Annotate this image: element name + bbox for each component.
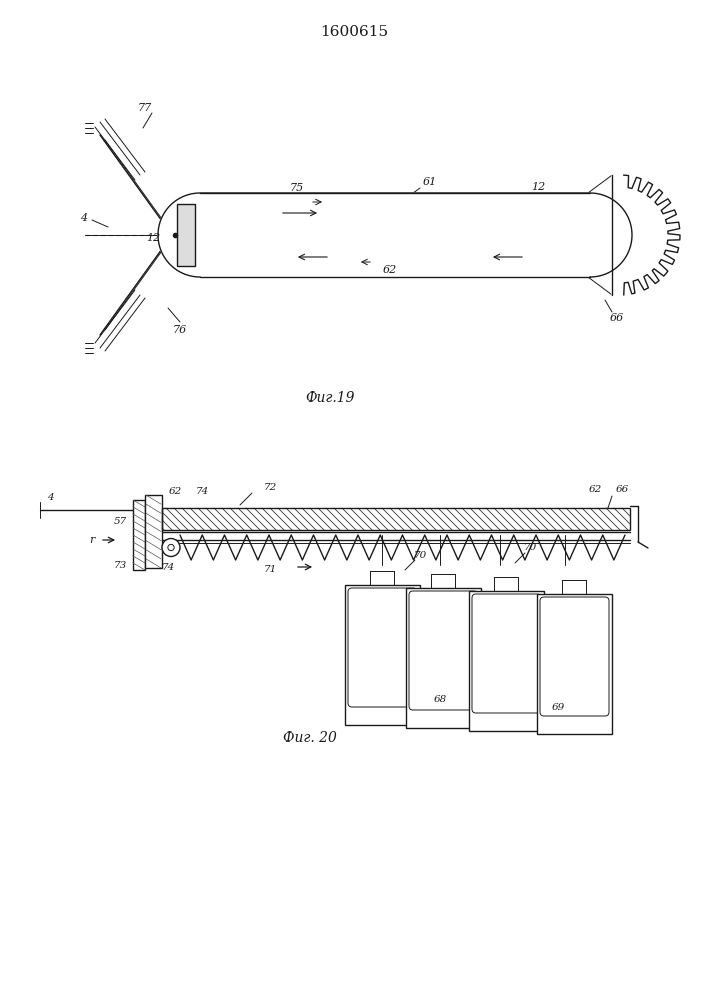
Bar	[177, 204, 195, 266]
Bar	[133, 500, 145, 570]
Text: 57: 57	[113, 518, 127, 526]
Bar	[145, 495, 162, 568]
Text: 70: 70	[523, 544, 537, 552]
Text: 66: 66	[615, 486, 629, 494]
Bar	[537, 594, 612, 734]
FancyBboxPatch shape	[472, 594, 541, 713]
Bar	[406, 588, 481, 728]
Text: 74: 74	[161, 564, 175, 572]
Text: 62: 62	[383, 265, 397, 275]
Text: 62: 62	[588, 486, 602, 494]
Text: r: r	[89, 535, 95, 545]
FancyBboxPatch shape	[540, 597, 609, 716]
Text: 4: 4	[47, 492, 53, 502]
Polygon shape	[158, 193, 632, 277]
Text: 71: 71	[264, 566, 276, 574]
Text: 77: 77	[138, 103, 152, 113]
Text: 61: 61	[423, 177, 437, 187]
Text: 72: 72	[264, 484, 276, 492]
FancyBboxPatch shape	[409, 591, 478, 710]
Text: 4: 4	[81, 213, 88, 223]
Text: 75: 75	[290, 183, 304, 193]
Text: 69: 69	[551, 704, 565, 712]
Text: 12: 12	[531, 182, 545, 192]
Circle shape	[168, 544, 174, 551]
Text: 1600615: 1600615	[320, 25, 388, 39]
Text: 68: 68	[433, 696, 447, 704]
Text: Фиг.19: Фиг.19	[305, 391, 355, 405]
Bar	[469, 591, 544, 731]
Text: 66: 66	[610, 313, 624, 323]
Text: 62: 62	[168, 488, 182, 496]
Text: 76: 76	[173, 325, 187, 335]
Bar	[162, 508, 630, 530]
Polygon shape	[612, 175, 680, 295]
Bar	[162, 508, 630, 530]
Bar	[345, 585, 420, 725]
Text: Фиг. 20: Фиг. 20	[283, 731, 337, 745]
Circle shape	[162, 538, 180, 556]
Text: 74: 74	[195, 488, 209, 496]
Text: 12: 12	[146, 233, 160, 243]
Text: 73: 73	[113, 560, 127, 570]
FancyBboxPatch shape	[348, 588, 417, 707]
Text: 70: 70	[414, 550, 426, 560]
